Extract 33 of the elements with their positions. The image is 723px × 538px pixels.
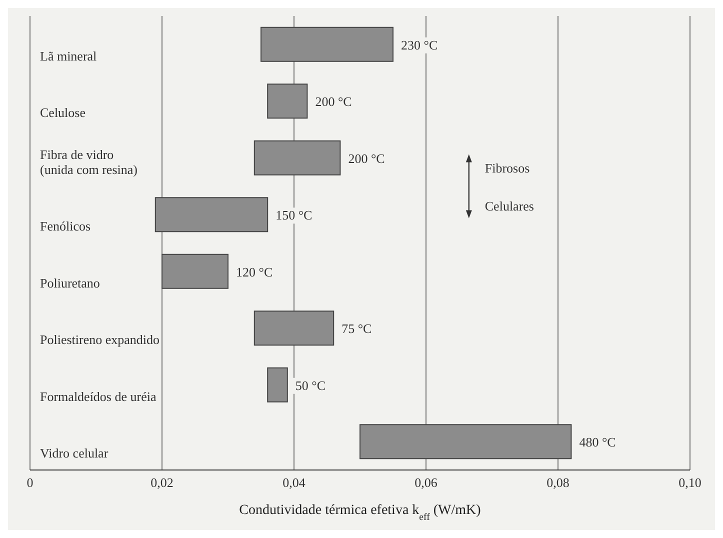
y-tick-label: Lã mineral bbox=[40, 48, 98, 64]
x-tick-label: 0,10 bbox=[678, 475, 702, 490]
x-tick-label: 0 bbox=[26, 475, 34, 490]
x-axis-title: Condutividade térmica efetiva k$_{eff}$ (W/mK) bbox=[239, 503, 482, 522]
annotation: 200 °C bbox=[348, 150, 385, 166]
y-tick-label: Fenólicos bbox=[40, 218, 91, 234]
annotation: 150 °C bbox=[276, 208, 312, 223]
bar bbox=[267, 367, 288, 402]
annotation: 230 °C bbox=[401, 37, 438, 52]
annotation: 480 °C bbox=[579, 434, 616, 450]
annotation: 50 °C bbox=[295, 378, 326, 393]
bar bbox=[254, 310, 334, 346]
bar bbox=[154, 197, 268, 232]
y-tick-label: Formaldeídos de uréia bbox=[40, 388, 156, 404]
y-tick-label: Poliuretano bbox=[40, 275, 100, 290]
annotation: 120 °C bbox=[236, 264, 273, 280]
bar bbox=[162, 254, 228, 289]
annotation: 75 °C bbox=[342, 321, 372, 336]
x-tick-label: 0,08 bbox=[546, 475, 570, 490]
y-tick-label: Fibra de vidro (unida com resina) bbox=[40, 146, 138, 177]
y-tick-label: Poliestireno expandido bbox=[40, 332, 160, 348]
annotation: Fibrosos bbox=[484, 160, 530, 176]
bar bbox=[267, 84, 308, 119]
x-tick-label: 0,06 bbox=[414, 475, 438, 490]
annotation: Celulares bbox=[484, 198, 534, 214]
bar bbox=[260, 26, 394, 62]
bar bbox=[254, 140, 341, 176]
annotation: 200 °C bbox=[315, 94, 352, 110]
x-tick-label: 0,04 bbox=[282, 475, 306, 490]
y-tick-label: Celulose bbox=[40, 105, 86, 120]
x-tick-label: 0,02 bbox=[150, 475, 174, 490]
bar bbox=[360, 424, 572, 460]
y-tick-label: Vidro celular bbox=[40, 446, 109, 461]
